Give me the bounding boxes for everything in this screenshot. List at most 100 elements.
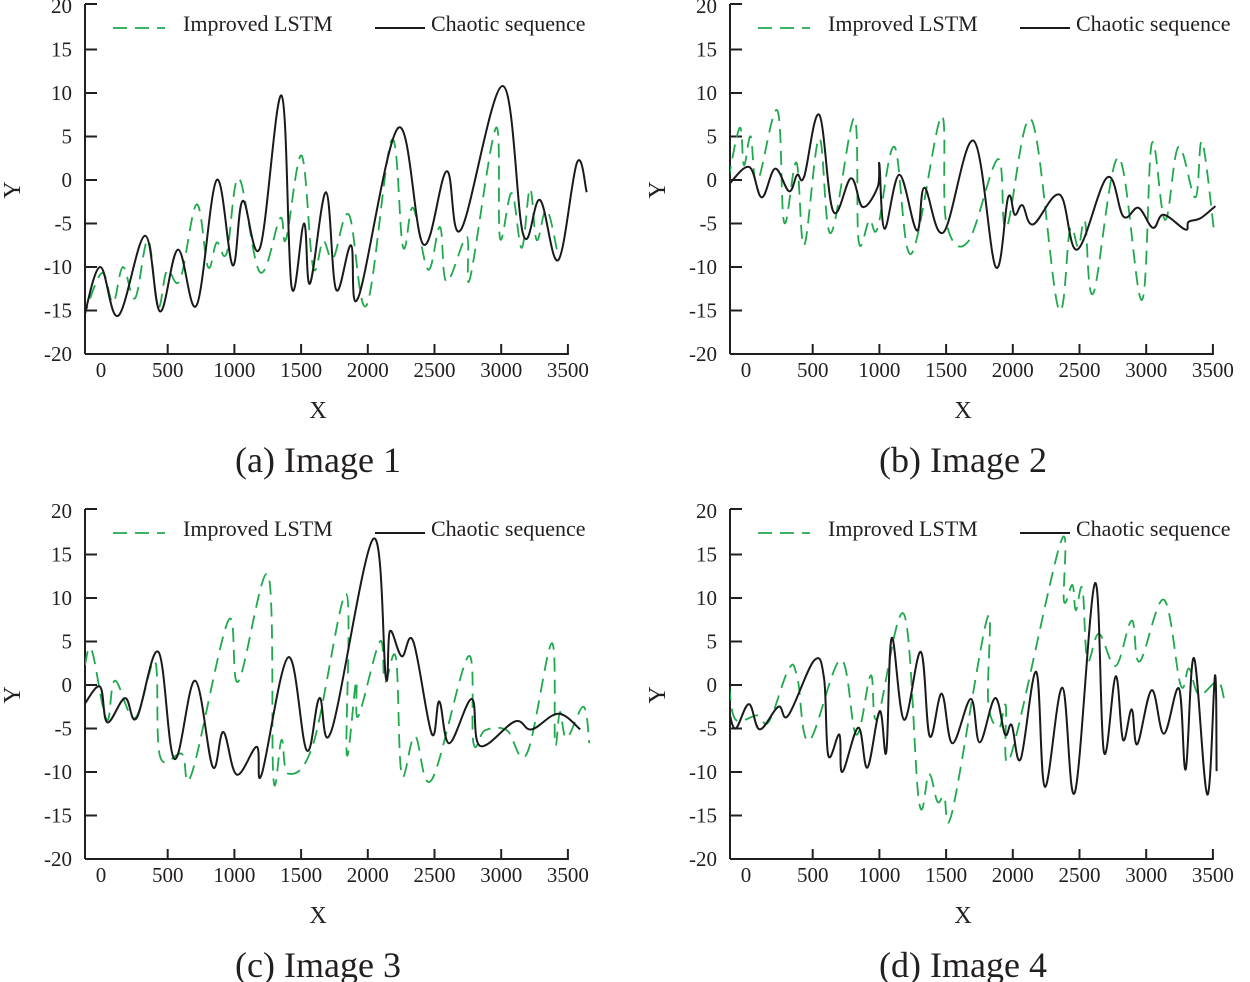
legend-label-improved-lstm: Improved LSTM xyxy=(183,11,333,36)
chart-panel-4: 20 15 10 5 0 -5 -10 -15 -20 0 500 1000 1500 2000 2500 3… xyxy=(645,499,1234,982)
chart-caption: (a) Image 1 xyxy=(235,440,401,480)
x-tick-label: 0 xyxy=(96,863,107,887)
legend-label-improved-lstm: Improved LSTM xyxy=(828,11,978,36)
y-tick-label: -10 xyxy=(689,255,717,279)
x-tick-label: 3000 xyxy=(480,358,522,382)
series-line-chaotic-sequence xyxy=(730,113,1217,269)
y-tick-label: -20 xyxy=(689,342,717,366)
y-tick-label: -20 xyxy=(689,847,717,871)
y-tick-label: -5 xyxy=(700,212,718,236)
chart-panel-2: 20 15 10 5 0 -5 -10 -15 -20 0 500 1000 1500 2000 2500 3… xyxy=(645,0,1234,480)
series-line-chaotic-sequence xyxy=(85,84,588,319)
x-tick-label: 2000 xyxy=(347,863,389,887)
y-tick-label: 5 xyxy=(707,630,718,654)
legend: Improved LSTM Chaotic sequence xyxy=(113,516,586,541)
y-tick-label: -15 xyxy=(44,804,72,828)
chart-panel-1: 20 15 10 5 0 -5 -10 -15 -20 0 500 1000 1500 2000 2500 3… xyxy=(0,0,589,480)
y-axis-title: Y xyxy=(645,686,671,703)
x-tick-label: 2500 xyxy=(414,358,456,382)
y-tick-label: 0 xyxy=(707,168,718,192)
x-tick-label: 0 xyxy=(741,358,752,382)
x-tick-label: 2000 xyxy=(992,358,1034,382)
y-tick-label: 20 xyxy=(696,0,717,18)
x-tick-label: 500 xyxy=(797,358,829,382)
y-tick-label: -10 xyxy=(44,760,72,784)
x-tick-label: 0 xyxy=(741,863,752,887)
y-tick-label: 10 xyxy=(51,586,72,610)
x-tick-label: 3000 xyxy=(480,863,522,887)
legend-label-chaotic-sequence: Chaotic sequence xyxy=(431,516,586,541)
chart-caption: (c) Image 3 xyxy=(235,945,401,982)
series-line-improved-lstm xyxy=(85,572,591,787)
chart-panel-3: 20 15 10 5 0 -5 -10 -15 -20 0 500 1000 1500 2000 2500 3… xyxy=(0,499,591,982)
x-tick-label: 2500 xyxy=(1059,863,1101,887)
x-tick-label: 0 xyxy=(96,358,107,382)
x-tick-label: 2500 xyxy=(1059,358,1101,382)
x-axis-title: X xyxy=(954,903,971,929)
y-axis-title: Y xyxy=(0,181,26,198)
x-tick-label: 1500 xyxy=(280,358,322,382)
legend-label-improved-lstm: Improved LSTM xyxy=(828,516,978,541)
x-tick-label: 1500 xyxy=(925,358,967,382)
series-line-chaotic-sequence xyxy=(730,582,1218,796)
series-line-chaotic-sequence xyxy=(85,537,581,779)
x-tick-label: 3000 xyxy=(1125,863,1167,887)
y-tick-label: 20 xyxy=(51,0,72,18)
x-tick-label: 500 xyxy=(152,863,184,887)
legend-label-chaotic-sequence: Chaotic sequence xyxy=(1076,11,1231,36)
y-tick-label: 0 xyxy=(707,673,718,697)
y-tick-label: -5 xyxy=(55,212,73,236)
y-tick-label: -20 xyxy=(44,847,72,871)
y-tick-label: -20 xyxy=(44,342,72,366)
y-tick-label: -10 xyxy=(689,760,717,784)
x-tick-label: 1000 xyxy=(858,863,900,887)
series-line-improved-lstm xyxy=(730,535,1225,824)
y-tick-label: 15 xyxy=(51,543,72,567)
y-tick-label: -15 xyxy=(689,804,717,828)
x-tick-label: 2000 xyxy=(992,863,1034,887)
x-tick-label: 1500 xyxy=(925,863,967,887)
y-tick-label: -15 xyxy=(689,299,717,323)
x-tick-label: 1500 xyxy=(280,863,322,887)
legend: Improved LSTM Chaotic sequence xyxy=(113,11,586,36)
y-tick-label: 5 xyxy=(707,125,718,149)
y-tick-label: -15 xyxy=(44,299,72,323)
chart-caption: (d) Image 4 xyxy=(879,945,1047,982)
y-tick-label: 10 xyxy=(51,81,72,105)
y-tick-label: 5 xyxy=(62,125,73,149)
x-axis-title: X xyxy=(954,398,971,424)
x-tick-label: 3500 xyxy=(547,358,589,382)
x-tick-label: 3500 xyxy=(1192,358,1234,382)
x-axis-title: X xyxy=(309,398,326,424)
y-tick-label: 15 xyxy=(51,38,72,62)
y-tick-label: 15 xyxy=(696,38,717,62)
y-tick-label: 20 xyxy=(696,499,717,523)
x-tick-label: 3500 xyxy=(1192,863,1234,887)
y-tick-label: -5 xyxy=(55,717,73,741)
y-tick-label: 20 xyxy=(51,499,72,523)
y-axis-title: Y xyxy=(645,181,671,198)
x-tick-label: 1000 xyxy=(858,358,900,382)
x-tick-label: 3500 xyxy=(547,863,589,887)
x-tick-label: 1000 xyxy=(213,863,255,887)
legend-label-chaotic-sequence: Chaotic sequence xyxy=(1076,516,1231,541)
y-tick-label: -10 xyxy=(44,255,72,279)
y-tick-label: 10 xyxy=(696,586,717,610)
chart-caption: (b) Image 2 xyxy=(879,440,1047,480)
series-line-improved-lstm xyxy=(730,109,1215,312)
legend-label-improved-lstm: Improved LSTM xyxy=(183,516,333,541)
x-axis-title: X xyxy=(309,903,326,929)
y-tick-label: 5 xyxy=(62,630,73,654)
x-tick-label: 2500 xyxy=(414,863,456,887)
x-tick-label: 1000 xyxy=(213,358,255,382)
legend: Improved LSTM Chaotic sequence xyxy=(758,11,1231,36)
y-tick-label: 10 xyxy=(696,81,717,105)
y-tick-label: 0 xyxy=(62,168,73,192)
x-tick-label: 500 xyxy=(152,358,184,382)
x-tick-label: 3000 xyxy=(1125,358,1167,382)
legend: Improved LSTM Chaotic sequence xyxy=(758,516,1231,541)
x-tick-label: 500 xyxy=(797,863,829,887)
y-axis-title: Y xyxy=(0,686,26,703)
y-tick-label: 15 xyxy=(696,543,717,567)
